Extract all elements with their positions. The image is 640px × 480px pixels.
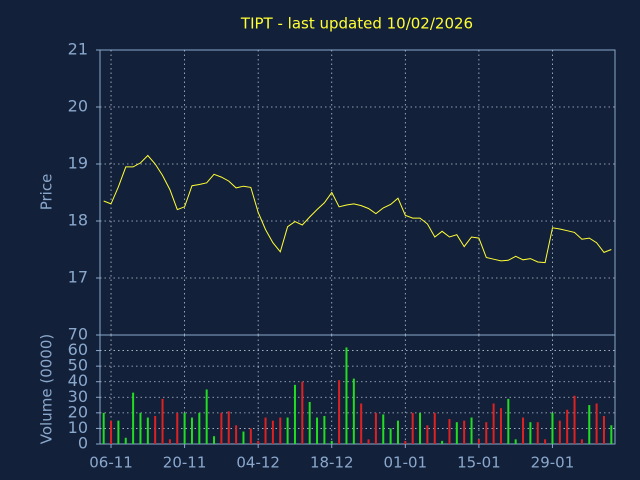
volume-bar [514, 439, 517, 444]
volume-bar [257, 440, 260, 444]
volume-bar [146, 417, 149, 444]
volume-bar [176, 412, 179, 444]
y-tick-label: 30 [68, 387, 88, 406]
volume-bar [338, 380, 341, 444]
x-tick-label: 04-12 [236, 454, 280, 472]
volume-bar [396, 420, 399, 444]
volume-bar [242, 431, 245, 444]
volume-bar [573, 395, 576, 444]
volume-bar [161, 398, 164, 444]
y-tick-label: 10 [68, 418, 88, 437]
volume-bar [330, 440, 333, 444]
volume-bar [507, 398, 510, 444]
volume-bar [213, 436, 216, 444]
x-tick-label: 01-01 [384, 454, 428, 472]
volume-bar [316, 417, 319, 444]
y-tick-label: 21 [68, 40, 88, 59]
volume-bar [499, 408, 502, 444]
price-axis-label: Price [38, 174, 56, 211]
volume-bar [110, 420, 113, 444]
volume-bar [271, 420, 274, 444]
volume-bar [139, 412, 142, 444]
volume-bar [477, 439, 480, 444]
volume-bar [470, 417, 473, 444]
volume-bar [132, 392, 135, 444]
volume-bar [536, 422, 539, 444]
volume-bar [433, 412, 436, 444]
volume-bar [323, 415, 326, 444]
volume-bar [610, 425, 613, 444]
price-line [103, 154, 612, 264]
volume-bar [602, 415, 605, 444]
x-tick-label: 15-01 [457, 454, 501, 472]
volume-bar [345, 347, 348, 444]
x-tick-label: 20-11 [163, 454, 207, 472]
volume-bar [154, 415, 157, 444]
volume-bar [249, 428, 252, 444]
volume-bar [551, 412, 554, 444]
volume-bar [580, 439, 583, 444]
y-tick-label: 20 [68, 97, 88, 116]
volume-bar [441, 440, 444, 444]
volume-bar [588, 405, 591, 444]
volume-bar [485, 422, 488, 444]
y-tick-label: 40 [68, 371, 88, 390]
volume-bar [558, 420, 561, 444]
volume-bar [279, 417, 282, 444]
volume-bar [117, 420, 120, 444]
volume-bar [235, 425, 238, 444]
volume-bar [308, 401, 311, 444]
volume-bar [352, 378, 355, 444]
volume-bar [544, 439, 547, 444]
y-tick-label: 18 [68, 211, 88, 230]
volume-bar [404, 440, 407, 444]
volume-bar [448, 419, 451, 444]
volume-bar [382, 414, 385, 444]
volume-bar [220, 412, 223, 444]
volume-bar [205, 389, 208, 444]
volume-bar [595, 403, 598, 444]
volume-bar [198, 412, 201, 444]
volume-bar [124, 437, 127, 444]
volume-bar [566, 409, 569, 444]
volume-frame [99, 334, 616, 445]
volume-bar [492, 403, 495, 444]
y-tick-label: 70 [68, 325, 88, 344]
volume-bar [455, 422, 458, 444]
y-tick-label: 60 [68, 340, 88, 359]
volume-bar [529, 422, 532, 444]
volume-bar [522, 417, 525, 444]
volume-bar [102, 412, 105, 444]
volume-bar [227, 411, 230, 444]
volume-axis-label: Volume (0000) [38, 334, 56, 444]
volume-bar [286, 417, 289, 444]
x-tick-label: 18-12 [310, 454, 354, 472]
volume-bar [374, 412, 377, 444]
volume-bar [183, 412, 186, 444]
volume-bar [426, 425, 429, 444]
y-tick-label: 17 [68, 268, 88, 287]
volume-bar [168, 439, 171, 444]
volume-bar [411, 412, 414, 444]
y-tick-label: 50 [68, 356, 88, 375]
y-tick-label: 19 [68, 154, 88, 173]
volume-bar [190, 417, 193, 444]
volume-bar [419, 412, 422, 444]
y-tick-label: 0 [78, 434, 88, 453]
volume-bar [264, 417, 267, 444]
volume-bar [301, 381, 304, 444]
chart-title: TIPT - last updated 10/02/2026 [240, 15, 473, 33]
volume-bar [463, 420, 466, 444]
x-tick-label: 06-11 [89, 454, 133, 472]
y-tick-label: 20 [68, 402, 88, 421]
volume-bar [389, 428, 392, 444]
volume-bar [293, 384, 296, 444]
price-frame [99, 49, 616, 336]
x-tick-label: 29-01 [531, 454, 575, 472]
volume-bar [360, 403, 363, 444]
volume-bar [367, 439, 370, 444]
